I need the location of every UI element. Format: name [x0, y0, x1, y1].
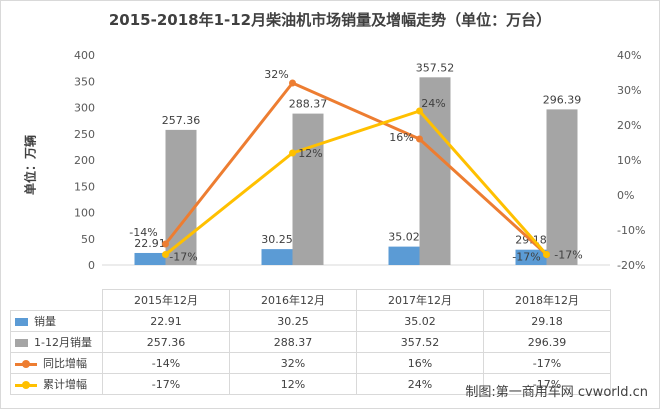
table-cell: 257.36 [102, 331, 230, 353]
data-label: 257.36 [162, 114, 201, 127]
series-name: 同比增幅 [43, 357, 87, 370]
y2-tick-label: 20% [617, 119, 641, 132]
table-cell: 30.25 [229, 310, 357, 332]
data-label: 12% [298, 147, 322, 160]
line-marker [162, 251, 169, 258]
table-cell: 29.18 [483, 310, 611, 332]
table-row: 2015年12月 2016年12月 2017年12月 2018年12月 [10, 289, 611, 311]
y2-tick-label: -10% [617, 224, 645, 237]
data-label: -17% [554, 249, 582, 262]
y2-tick-label: 10% [617, 154, 641, 167]
y2-tick-label: 0% [617, 189, 634, 202]
legend-key-cumulative-growth [15, 380, 37, 390]
y-tick-label: 350 [74, 75, 95, 88]
line-marker [289, 79, 296, 87]
data-label: -14% [129, 226, 157, 239]
y-tick-label: 300 [74, 102, 95, 115]
y-tick-label: 50 [81, 233, 95, 246]
y2-tick-label: 40% [617, 49, 641, 62]
line-marker [289, 149, 296, 157]
table-cell: -17% [483, 352, 611, 374]
table-corner [10, 289, 103, 311]
table-row: 销量 22.91 30.25 35.02 29.18 [10, 310, 611, 332]
series-name: 销量 [34, 315, 56, 328]
table-cell: 35.02 [356, 310, 484, 332]
line-marker [543, 251, 550, 258]
data-label: 24% [421, 97, 445, 110]
table-cell: 296.39 [483, 331, 611, 353]
y2-tick-label: -20% [617, 259, 645, 272]
bar-sales [261, 249, 293, 265]
data-label: 296.39 [543, 93, 582, 106]
y2-tick-label: 30% [617, 84, 641, 97]
table-category: 2015年12月 [102, 289, 230, 311]
bar-cumulative-sales [546, 109, 578, 265]
table-row: 累计增幅 -17% 12% 24% -17% [10, 373, 611, 395]
table-cell: -14% [102, 352, 230, 374]
series-name: 1-12月销量 [34, 336, 92, 349]
credit-text: 制图:第一商用车网 cvworld.cn [465, 385, 648, 400]
data-label: 357.52 [416, 61, 455, 74]
bar-sales [388, 246, 420, 265]
bar-sales [515, 249, 547, 265]
table-cell: 22.91 [102, 310, 230, 332]
data-label: 16% [389, 131, 413, 144]
line-marker [416, 107, 423, 115]
data-label: 30.25 [261, 233, 293, 246]
y-tick-label: 100 [74, 207, 95, 220]
data-label: 32% [264, 68, 288, 81]
table-cell: 12% [229, 373, 357, 395]
table-category: 2017年12月 [356, 289, 484, 311]
legend-cumulative-growth: 累计增幅 [10, 373, 103, 395]
table-cell: -17% [102, 373, 230, 395]
data-label: 22.91 [134, 237, 166, 250]
line-marker [416, 135, 423, 143]
legend-key-cumulative-sales [15, 339, 28, 347]
legend-sales: 销量 [10, 310, 103, 332]
y-tick-label: 0 [88, 259, 95, 272]
legend-yoy-growth: 同比增幅 [10, 352, 103, 374]
y-tick-label: 400 [74, 49, 95, 62]
table-row: 同比增幅 -14% 32% 16% -17% [10, 352, 611, 374]
table-category: 2016年12月 [229, 289, 357, 311]
legend-key-yoy-growth [15, 359, 37, 369]
line-cumulative-growth [164, 109, 548, 256]
bar-sales [134, 252, 166, 265]
bar-cumulative-sales [419, 77, 451, 265]
table-category: 2018年12月 [483, 289, 611, 311]
series-name: 累计增幅 [43, 378, 87, 391]
table-cell: 357.52 [356, 331, 484, 353]
line-yoy-growth [164, 81, 548, 256]
bar-cumulative-sales [292, 113, 324, 266]
table-cell: -17% [483, 373, 611, 395]
bar-cumulative-sales [165, 129, 197, 265]
chart-plot: 0 50 100 150 200 250 300 350 400 -20% -10% 0% 10% 20%… [74, 49, 645, 272]
data-label: 288.37 [289, 98, 328, 111]
data-label: -17% [169, 251, 197, 264]
table-row: 1-12月销量 257.36 288.37 357.52 296.39 [10, 331, 611, 353]
legend-key-sales [15, 318, 28, 326]
y-tick-label: 250 [74, 128, 95, 141]
data-label: 35.02 [388, 231, 420, 244]
y-tick-label: 200 [74, 154, 95, 167]
table-cell: 288.37 [229, 331, 357, 353]
data-label: -17% [512, 251, 540, 264]
line-marker [162, 240, 169, 248]
table-cell: 16% [356, 352, 484, 374]
legend-cumulative-sales: 1-12月销量 [10, 331, 103, 353]
y-tick-label: 150 [74, 180, 95, 193]
table-cell: 32% [229, 352, 357, 374]
data-table: 2015年12月 2016年12月 2017年12月 2018年12月 销量 2… [10, 289, 611, 395]
chart-title: 2015-2018年1-12月柴油机市场销量及增幅走势（单位：万台） [108, 11, 552, 29]
